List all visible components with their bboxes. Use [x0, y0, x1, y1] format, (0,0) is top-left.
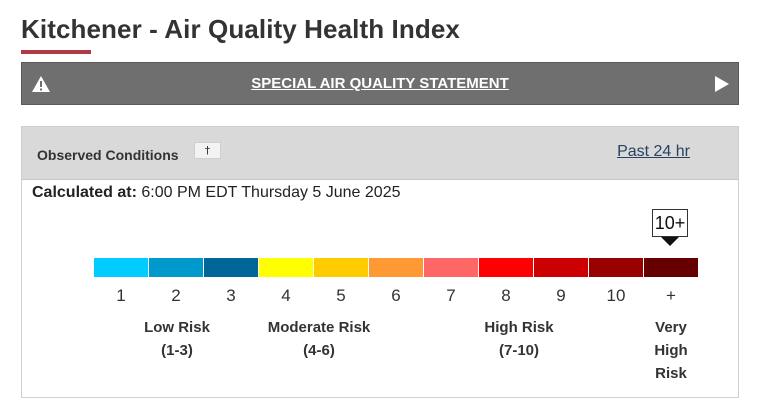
aqhi-scale-segment [424, 258, 478, 277]
aqhi-scale-segment [149, 258, 203, 277]
marker-pointer-icon [661, 237, 679, 246]
aqhi-scale-label: 3 [226, 286, 236, 305]
current-aqhi-value: 10+ [652, 209, 688, 237]
aqhi-scale-label: 8 [501, 286, 511, 305]
risk-category-low: Low Risk (1-3) [122, 316, 232, 362]
aqhi-scale-segment [94, 258, 148, 277]
risk-range: (7-10) [498, 342, 539, 359]
calculated-at: Calculated at: 6:00 PM EDT Thursday 5 Ju… [32, 184, 401, 202]
aqhi-scale-segment [589, 258, 643, 277]
title-underline [21, 50, 91, 54]
aqhi-scale-segment [369, 258, 423, 277]
panel-header: Observed Conditions † Past 24 hr [22, 127, 738, 180]
special-air-quality-statement-banner[interactable]: SPECIAL AIR QUALITY STATEMENT [21, 62, 739, 105]
past-24-hr-link[interactable]: Past 24 hr [617, 143, 690, 160]
page-title: Kitchener - Air Quality Health Index [21, 14, 460, 44]
risk-name: Very High Risk [654, 319, 688, 382]
risk-name: Low Risk [144, 319, 210, 336]
risk-range: (1-3) [161, 342, 193, 359]
aqhi-scale-labels: 1 2 3 4 5 6 7 8 9 10 + [94, 286, 698, 306]
aqhi-scale-label: 10 [606, 286, 626, 305]
risk-category-high: High Risk (7-10) [464, 316, 574, 362]
aqhi-scale-label: 1 [116, 286, 126, 305]
aqhi-scale-segment [479, 258, 533, 277]
dagger-icon[interactable]: † [194, 142, 221, 159]
aqhi-scale-label: 2 [171, 286, 181, 305]
aqhi-scale-segment [204, 258, 258, 277]
observed-conditions-heading: Observed Conditions [37, 147, 179, 163]
risk-category-moderate: Moderate Risk (4-6) [254, 316, 384, 362]
calculated-at-label: Calculated at: [32, 184, 137, 201]
risk-name: Moderate Risk [267, 319, 371, 336]
aqhi-scale-label: 9 [556, 286, 566, 305]
aqhi-scale-segment [259, 258, 313, 277]
observed-conditions-panel: Observed Conditions † Past 24 hr Calcula… [21, 126, 739, 398]
current-aqhi-marker: 10+ [652, 209, 688, 247]
aqhi-color-scale [94, 258, 698, 277]
risk-name: High Risk [484, 319, 554, 336]
aqhi-scale-label: + [666, 286, 676, 305]
risk-category-very-high: Very High Risk [643, 316, 699, 385]
aqhi-scale-segment [644, 258, 698, 277]
warning-triangle-icon [32, 76, 50, 92]
aqhi-scale-label: 5 [336, 286, 346, 305]
special-air-quality-statement-link[interactable]: SPECIAL AIR QUALITY STATEMENT [251, 75, 509, 92]
play-arrow-icon[interactable] [714, 76, 730, 92]
risk-range: (4-6) [303, 342, 335, 359]
aqhi-scale-label: 6 [391, 286, 401, 305]
aqhi-scale-label: 7 [446, 286, 456, 305]
aqhi-scale-label: 4 [281, 286, 291, 305]
aqhi-scale-segment [534, 258, 588, 277]
calculated-at-value: 6:00 PM EDT Thursday 5 June 2025 [141, 184, 401, 201]
aqhi-scale-segment [314, 258, 368, 277]
